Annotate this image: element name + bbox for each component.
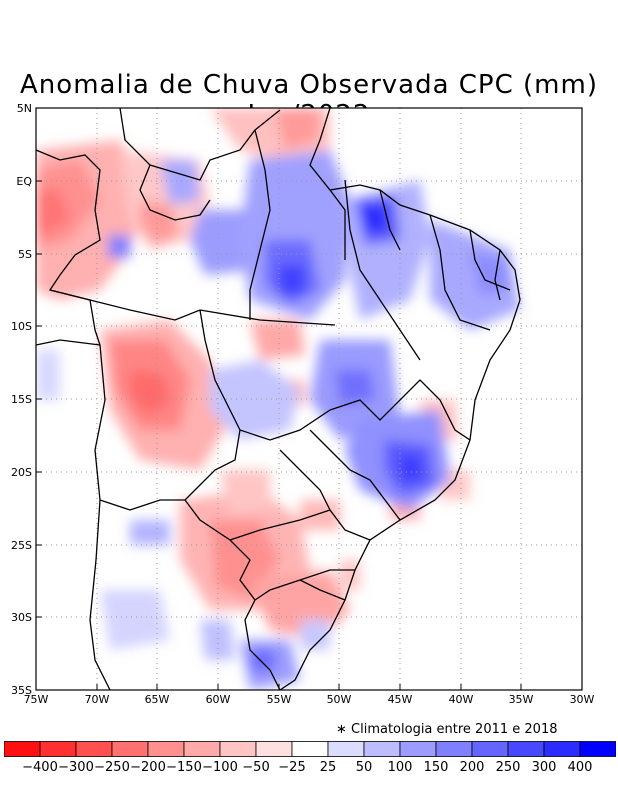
lon-label: 45W [388,693,413,706]
lat-label: 15S [11,393,32,406]
legend-swatch [363,741,401,757]
lat-label: 35S [11,684,32,697]
legend-swatch [471,741,509,757]
legend-label: 50 [355,760,373,775]
lat-label: 25S [11,539,32,552]
legend-swatch [147,741,185,757]
legend-swatch [255,741,293,757]
lon-label: 60W [206,693,231,706]
legend-swatch [75,741,113,757]
legend-label: 150 [423,760,449,775]
legend-label: −200 [130,760,166,775]
legend-swatch [111,741,149,757]
lon-label: 30W [570,693,595,706]
lat-label: 10S [11,320,32,333]
legend-swatch [183,741,221,757]
legend-label: −50 [242,760,270,775]
lon-label: 40W [449,693,474,706]
tick-marks [36,107,522,690]
grid-lines [36,108,582,690]
legend-label: −100 [202,760,238,775]
legend-label: 250 [495,760,521,775]
lat-label: 5N [17,102,32,115]
legend-label: 400 [567,760,593,775]
anomaly-map: 5N EQ 5S 10S 15S 20S 25S 30S 35S 75W 70W… [11,102,595,706]
legend-label: −150 [166,760,202,775]
legend-label: 25 [319,760,337,775]
legend-swatch [399,741,437,757]
lon-label: 50W [327,693,352,706]
legend-label: 100 [387,760,413,775]
climatology-note: ∗ Climatologia entre 2011 e 2018 [336,722,558,737]
legend-label: −400 [22,760,58,775]
lon-label: 35W [509,693,534,706]
anomaly-field [36,108,582,690]
legend-label: 300 [531,760,557,775]
legend-label: −250 [94,760,130,775]
legend-swatch [4,741,41,757]
lat-label: 30S [11,611,32,624]
lat-label: 20S [11,466,32,479]
lon-label: 70W [85,693,110,706]
borders [36,108,521,690]
legend-swatch [39,741,77,757]
legend-label: −300 [58,760,94,775]
legend-swatch [327,741,365,757]
legend-swatch [543,741,581,757]
lat-label: EQ [16,175,32,188]
lon-label: 55W [267,693,292,706]
legend-swatch [579,741,616,757]
legend-swatch [507,741,545,757]
legend-swatch [291,741,329,757]
color-legend [4,741,616,757]
legend-label: 200 [459,760,485,775]
lat-label: 5S [18,248,32,261]
lon-label: 75W [24,693,49,706]
legend-swatch [435,741,473,757]
legend-label: −25 [278,760,306,775]
legend-swatch [219,741,257,757]
lon-label: 65W [145,693,170,706]
legend-labels: −400 −300 −250 −200 −150 −100 −50 −25 25 50 100 150… [4,760,616,778]
